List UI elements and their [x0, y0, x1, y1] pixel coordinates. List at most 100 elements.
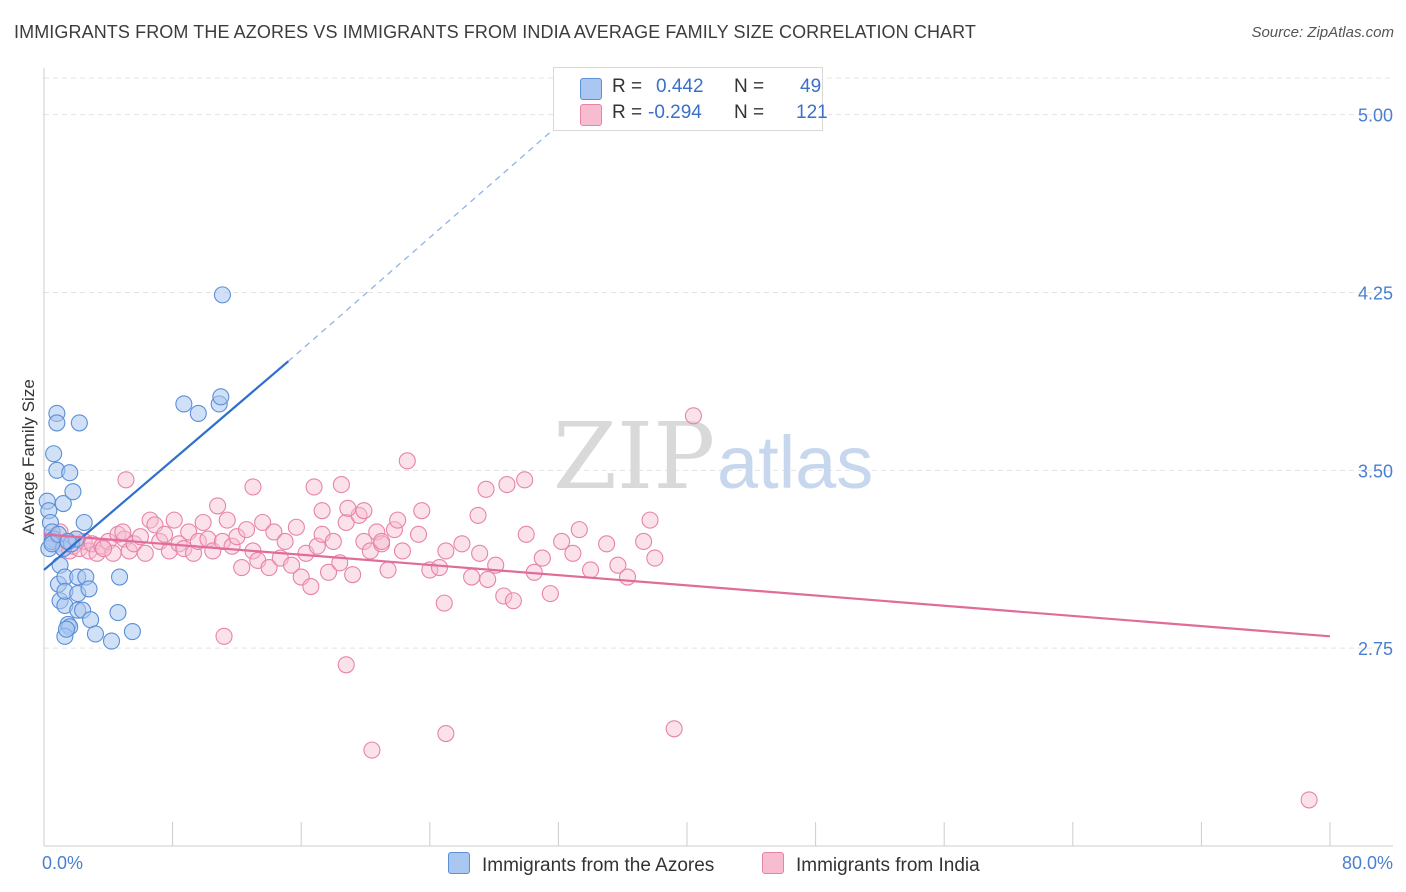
india-point	[313, 502, 331, 520]
watermark-atlas: atlas	[717, 421, 873, 504]
india-point	[553, 532, 571, 551]
india-point	[209, 497, 227, 515]
india-point	[618, 568, 637, 586]
india-point	[228, 528, 246, 546]
india-point	[305, 478, 323, 496]
india-point	[165, 511, 183, 529]
y-tick-label: 4.25	[1358, 284, 1393, 304]
india-point	[125, 535, 143, 553]
bottom-legend-azores: Immigrants from the Azores	[448, 852, 714, 877]
legend-n-value-azores: 49	[800, 76, 822, 97]
india-point	[254, 513, 272, 532]
india-point	[684, 407, 702, 425]
chart-title: IMMIGRANTS FROM THE AZORES VS IMMIGRANTS…	[14, 22, 977, 42]
india-point	[635, 532, 653, 551]
india-point	[495, 587, 513, 605]
india-point	[355, 532, 373, 551]
india-point	[117, 471, 135, 489]
y-tick-labels: 5.00 4.25 3.50 2.75	[1358, 106, 1393, 659]
india-point	[218, 511, 236, 529]
watermark: ZIP atlas	[553, 403, 873, 510]
india-point	[477, 480, 495, 498]
india-point	[136, 544, 154, 562]
india-point	[363, 741, 381, 759]
azores-point	[123, 623, 141, 641]
bottom-legend-swatch-india	[762, 852, 784, 874]
india-point	[398, 452, 416, 470]
india-point	[393, 542, 412, 560]
india-point	[344, 566, 362, 584]
india-point	[479, 570, 497, 588]
india-point	[533, 549, 551, 567]
india-point	[430, 559, 448, 577]
legend-r-value-india: -0.294	[648, 102, 702, 123]
axes	[43, 68, 1393, 847]
x-tick-label-min: 0.0%	[42, 853, 83, 873]
bottom-legend-label-india: Immigrants from India	[796, 855, 980, 876]
india-trend-line	[43, 533, 1331, 638]
india-point	[160, 542, 178, 560]
legend-n-label: N =	[734, 76, 765, 97]
india-point	[413, 502, 431, 520]
india-point	[471, 544, 489, 562]
legend-r-value-azores: 0.442	[656, 76, 704, 97]
india-point	[244, 478, 262, 496]
india-point	[302, 577, 320, 596]
india-point	[276, 532, 294, 551]
azores-point	[102, 632, 121, 650]
series-azores-points	[38, 286, 231, 650]
india-point	[437, 542, 455, 560]
azores-trend-extension	[287, 118, 566, 362]
bottom-legend-india: Immigrants from India	[762, 852, 980, 877]
india-point	[435, 594, 453, 612]
india-point	[156, 525, 174, 543]
india-point	[641, 511, 659, 529]
azores-point	[86, 625, 104, 643]
india-point	[114, 523, 132, 541]
india-point	[265, 523, 283, 541]
azores-point	[70, 414, 88, 432]
india-point	[564, 544, 582, 562]
india-point	[379, 561, 397, 579]
india-point	[373, 532, 391, 551]
azores-point	[75, 513, 93, 532]
india-point	[260, 559, 278, 577]
trend-lines	[43, 118, 1331, 638]
legend: R = 0.442 N = 49 R = -0.294 N = 121	[553, 67, 828, 131]
legend-swatch-azores	[580, 78, 602, 100]
azores-point	[54, 494, 72, 513]
india-point	[94, 540, 113, 558]
india-point	[141, 511, 159, 529]
legend-n-label: N =	[734, 102, 765, 123]
india-point	[609, 556, 627, 574]
india-point	[570, 521, 588, 539]
y-tick-label: 3.50	[1358, 461, 1393, 481]
bottom-legend-label-azores: Immigrants from the Azores	[482, 855, 715, 876]
legend-r-label: R =	[612, 76, 643, 97]
y-axis-label: Average Family Size	[19, 379, 38, 535]
india-point	[287, 518, 305, 536]
india-point	[237, 521, 256, 539]
india-point	[339, 499, 357, 517]
azores-point	[175, 395, 193, 413]
azores-point	[82, 611, 100, 629]
source-label: Source: ZipAtlas.com	[1251, 24, 1394, 41]
india-point	[598, 535, 616, 553]
india-point	[332, 476, 350, 494]
india-point	[355, 502, 373, 520]
india-point	[504, 592, 522, 610]
azores-point	[111, 568, 129, 586]
india-point	[646, 549, 664, 567]
india-point	[469, 506, 487, 524]
india-point	[324, 532, 342, 551]
x-tick-label-max: 80.0%	[1342, 853, 1393, 873]
y-tick-label: 2.75	[1358, 639, 1393, 659]
azores-point	[212, 388, 230, 406]
azores-point	[80, 580, 98, 598]
azores-point	[64, 483, 82, 501]
india-point	[337, 656, 355, 674]
india-point	[283, 556, 301, 574]
india-point	[409, 525, 428, 543]
legend-swatch-india	[580, 104, 602, 126]
india-point	[215, 627, 233, 645]
